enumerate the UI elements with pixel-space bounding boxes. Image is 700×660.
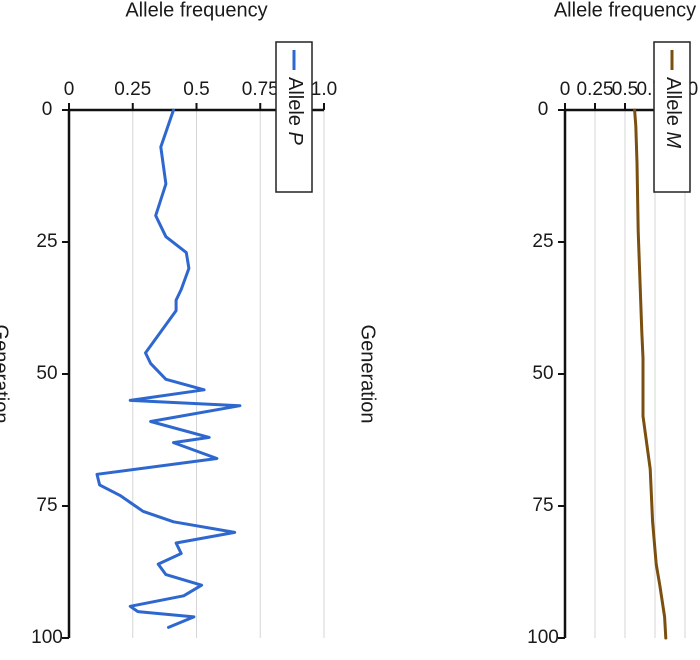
x-tick-label: 75: [532, 495, 553, 516]
y-tick-label: 0.5: [183, 79, 209, 100]
x-tick-label: 100: [31, 627, 63, 648]
y-tick-label: 0.25: [577, 79, 614, 100]
legend-label-main: Allele: [662, 77, 684, 131]
x-tick-label: 50: [532, 363, 553, 384]
y-axis-title: Allele frequency: [554, 0, 696, 21]
x-tick-label: 0: [538, 99, 549, 120]
legend: Allele M: [653, 41, 691, 193]
y-tick-label: 0.5: [612, 79, 638, 100]
x-tick-label: 25: [36, 231, 57, 252]
y-tick-label: 0.25: [114, 79, 151, 100]
y-axis-title: Allele frequency: [125, 0, 267, 21]
legend: Allele P: [275, 41, 313, 193]
chart-panel-allele-p: 0 0.25 0.5 0.75 1.0 0 25 50 75 100 Allele frequenc…: [0, 0, 337, 648]
legend-label: Allele M: [662, 77, 684, 148]
series-line: [95, 108, 242, 629]
legend-box: [653, 41, 691, 193]
x-axis-title: Generation: [0, 325, 12, 424]
legend-label-main: Allele: [284, 77, 306, 131]
x-axis-title: Generation: [357, 325, 379, 424]
x-tick-label: 100: [527, 627, 559, 648]
legend-label: Allele P: [284, 77, 306, 145]
legend-label-italic: P: [284, 131, 306, 145]
x-tick-label: 0: [42, 99, 53, 120]
series-line: [633, 108, 668, 640]
x-tick-label: 75: [36, 495, 57, 516]
x-tick-label: 50: [36, 363, 57, 384]
y-tick-label: 0: [560, 79, 571, 100]
y-tick-label: 0.75: [242, 79, 279, 100]
y-tick-label: 0: [64, 79, 75, 100]
y-tick-label: 1.0: [311, 79, 337, 100]
legend-box: [275, 41, 313, 193]
x-tick-label: 25: [532, 231, 553, 252]
legend-label-italic: M: [662, 131, 684, 148]
